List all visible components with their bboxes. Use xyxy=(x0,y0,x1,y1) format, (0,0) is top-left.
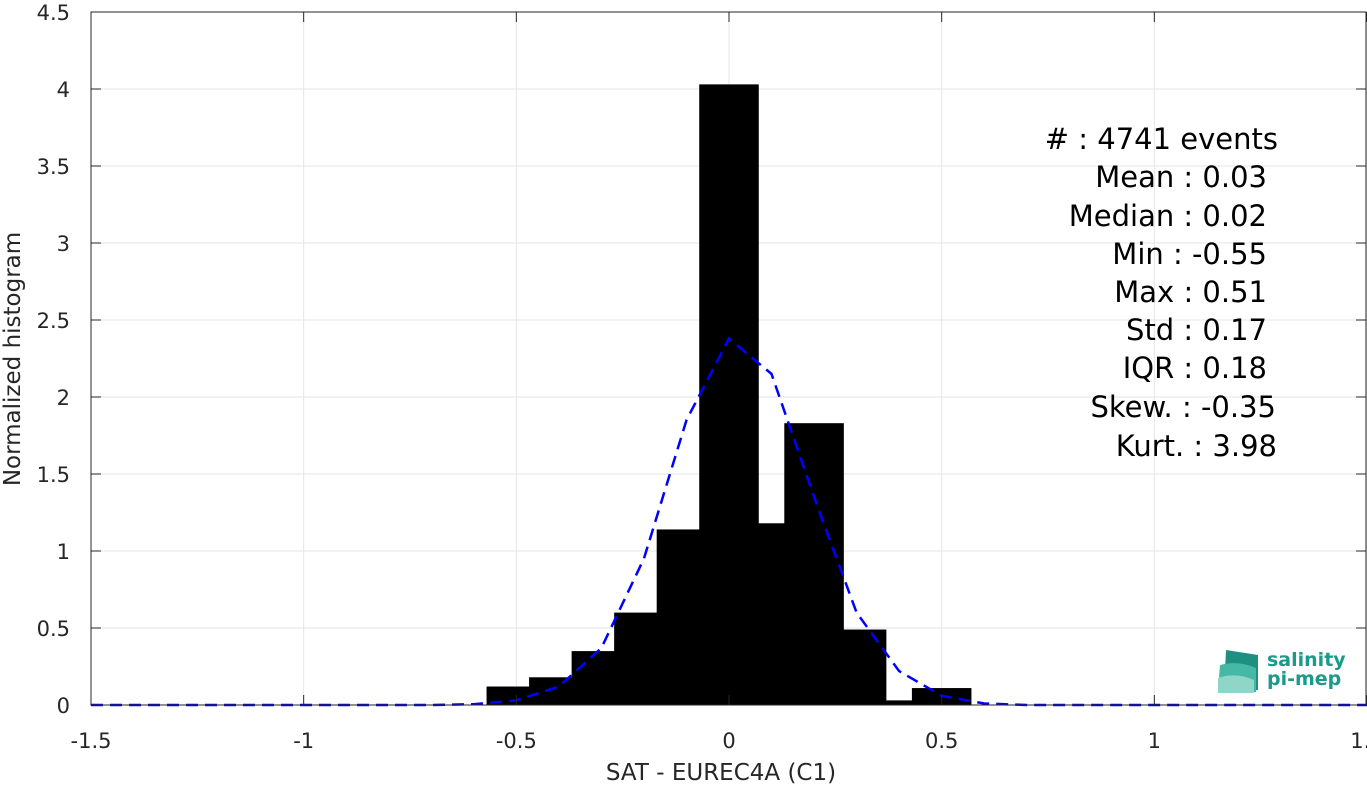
wave-logo-icon xyxy=(1218,650,1258,693)
stat-kurt: Kurt. : 3.98 xyxy=(1116,429,1277,463)
y-tick-label: 2 xyxy=(57,386,70,410)
y-tick-label: 0 xyxy=(57,694,70,718)
y-tick-label: 1.5 xyxy=(37,463,70,487)
y-tick-label: 1 xyxy=(57,540,70,564)
tick-labels: -1.5 -1 -0.5 0 0.5 1 1.5 0 0.5 1 1.5 2 2.5 3 3.5 4 4.5 xyxy=(37,1,1367,753)
ticks xyxy=(90,11,1367,706)
y-tick-label: 4.5 xyxy=(37,1,70,25)
stat-median: Median : 0.02 xyxy=(1069,199,1267,233)
x-tick-label: -0.5 xyxy=(496,729,537,753)
histogram-bar xyxy=(826,629,887,705)
y-tick-label: 3 xyxy=(57,232,70,256)
x-axis-label: SAT - EUREC4A (C1) xyxy=(606,760,836,785)
stat-iqr: IQR : 0.18 xyxy=(1123,351,1267,385)
stat-max: Max : 0.51 xyxy=(1114,275,1267,309)
x-tick-label: -1 xyxy=(293,729,314,753)
y-tick-label: 3.5 xyxy=(37,155,70,179)
bars xyxy=(486,84,972,705)
y-axis-label: Normalized histogram xyxy=(0,232,26,486)
x-tick-label: 0.5 xyxy=(925,729,958,753)
stat-min: Min : -0.55 xyxy=(1112,237,1267,271)
stat-mean: Mean : 0.03 xyxy=(1095,160,1267,194)
y-tick-label: 4 xyxy=(57,78,70,102)
salinity-pi-mep-logo: salinity pi-mep xyxy=(1218,649,1346,693)
x-tick-label: 1 xyxy=(1148,729,1161,753)
logo-line2: pi-mep xyxy=(1267,668,1341,690)
x-tick-label: -1.5 xyxy=(71,729,112,753)
stat-std: Std : 0.17 xyxy=(1126,313,1267,347)
x-tick-label: 1.5 xyxy=(1350,729,1367,753)
x-tick-label: 0 xyxy=(722,729,735,753)
stat-count: # : 4741 events xyxy=(1045,122,1278,156)
stats-box: # : 4741 events Mean : 0.03 Median : 0.0… xyxy=(1045,122,1278,463)
logo-line1: salinity xyxy=(1267,649,1346,671)
histogram-bar xyxy=(869,700,929,705)
y-tick-label: 2.5 xyxy=(37,309,70,333)
stat-skew: Skew. : -0.35 xyxy=(1090,390,1276,424)
y-tick-label: 0.5 xyxy=(37,617,70,641)
